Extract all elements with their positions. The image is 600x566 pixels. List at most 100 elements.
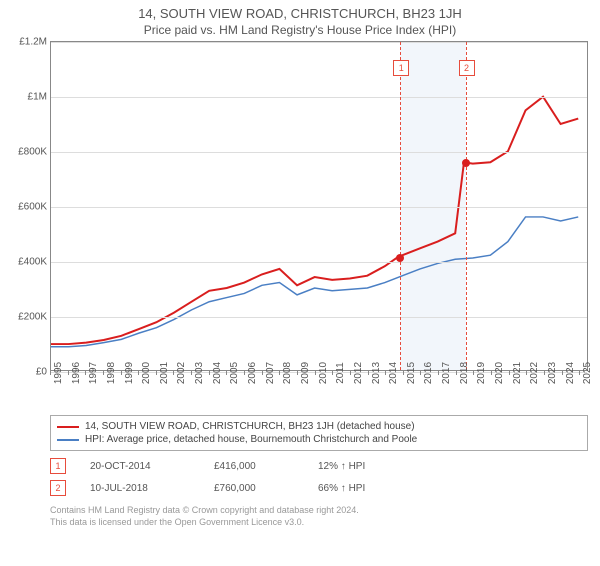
data-point-marker xyxy=(396,254,404,262)
event-pct: 12% ↑ HPI xyxy=(318,461,398,472)
data-point-marker xyxy=(462,159,470,167)
event-vline xyxy=(466,42,467,370)
event-pct: 66% ↑ HPI xyxy=(318,483,398,494)
x-tick xyxy=(191,371,192,375)
x-tick xyxy=(579,371,580,375)
x-axis-label: 2018 xyxy=(459,362,470,384)
x-axis-label: 2012 xyxy=(353,362,364,384)
y-gridline xyxy=(51,207,587,208)
x-tick xyxy=(420,371,421,375)
y-gridline xyxy=(51,42,587,43)
x-axis-label: 1998 xyxy=(106,362,117,384)
chart-subtitle: Price paid vs. HM Land Registry's House … xyxy=(0,23,600,37)
legend-swatch xyxy=(57,439,79,441)
chart-plot-area: £0£200K£400K£600K£800K£1M£1.2M12 xyxy=(50,41,588,371)
x-axis-label: 2009 xyxy=(300,362,311,384)
x-tick xyxy=(68,371,69,375)
x-tick xyxy=(509,371,510,375)
x-tick xyxy=(173,371,174,375)
y-axis-label: £400K xyxy=(18,257,47,268)
x-tick xyxy=(526,371,527,375)
x-tick xyxy=(473,371,474,375)
y-axis-label: £800K xyxy=(18,147,47,158)
x-axis-label: 2014 xyxy=(388,362,399,384)
y-axis-label: £0 xyxy=(36,367,47,378)
x-tick xyxy=(315,371,316,375)
event-price: £760,000 xyxy=(214,483,294,494)
x-tick xyxy=(103,371,104,375)
x-tick xyxy=(226,371,227,375)
chart-title: 14, SOUTH VIEW ROAD, CHRISTCHURCH, BH23 … xyxy=(0,6,600,21)
y-axis-label: £200K xyxy=(18,312,47,323)
legend-item: HPI: Average price, detached house, Bour… xyxy=(57,433,581,446)
x-axis-label: 2003 xyxy=(194,362,205,384)
event-price: £416,000 xyxy=(214,461,294,472)
event-table: 1 20-OCT-2014 £416,000 12% ↑ HPI 2 10-JU… xyxy=(50,455,588,499)
chart-legend: 14, SOUTH VIEW ROAD, CHRISTCHURCH, BH23 … xyxy=(50,415,588,451)
x-axis-label: 1995 xyxy=(53,362,64,384)
chart-lines-svg xyxy=(51,42,587,370)
y-axis-label: £1.2M xyxy=(19,37,47,48)
x-axis-label: 2004 xyxy=(212,362,223,384)
event-marker-icon: 1 xyxy=(50,458,66,474)
x-axis-label: 2024 xyxy=(565,362,576,384)
x-axis-label: 1999 xyxy=(124,362,135,384)
x-axis-label: 2010 xyxy=(318,362,329,384)
event-marker-box: 2 xyxy=(459,60,475,76)
x-tick xyxy=(209,371,210,375)
x-tick xyxy=(297,371,298,375)
x-axis-label: 2019 xyxy=(476,362,487,384)
y-gridline xyxy=(51,97,587,98)
footer-line: This data is licensed under the Open Gov… xyxy=(50,517,588,529)
x-axis-label: 1997 xyxy=(88,362,99,384)
x-axis-label: 2008 xyxy=(282,362,293,384)
x-tick xyxy=(456,371,457,375)
y-gridline xyxy=(51,317,587,318)
x-tick xyxy=(491,371,492,375)
x-tick xyxy=(156,371,157,375)
series-line-hpi xyxy=(51,217,578,347)
x-tick xyxy=(244,371,245,375)
legend-label: HPI: Average price, detached house, Bour… xyxy=(85,434,417,445)
x-tick xyxy=(544,371,545,375)
x-axis-label: 2017 xyxy=(441,362,452,384)
y-axis-label: £600K xyxy=(18,202,47,213)
x-axis-label: 2016 xyxy=(423,362,434,384)
x-tick xyxy=(138,371,139,375)
x-axis-label: 2013 xyxy=(371,362,382,384)
footer-attribution: Contains HM Land Registry data © Crown c… xyxy=(50,505,588,528)
x-axis-label: 2002 xyxy=(176,362,187,384)
x-axis-label: 2005 xyxy=(229,362,240,384)
legend-item: 14, SOUTH VIEW ROAD, CHRISTCHURCH, BH23 … xyxy=(57,420,581,433)
x-tick xyxy=(121,371,122,375)
x-tick xyxy=(332,371,333,375)
x-axis-label: 2022 xyxy=(529,362,540,384)
x-axis-label: 2023 xyxy=(547,362,558,384)
x-axis-label: 2006 xyxy=(247,362,258,384)
x-axis-label: 2000 xyxy=(141,362,152,384)
x-axis-label: 2007 xyxy=(265,362,276,384)
footer-line: Contains HM Land Registry data © Crown c… xyxy=(50,505,588,517)
event-marker-box: 1 xyxy=(393,60,409,76)
event-marker-icon: 2 xyxy=(50,480,66,496)
event-row: 1 20-OCT-2014 £416,000 12% ↑ HPI xyxy=(50,455,588,477)
x-axis-label: 2011 xyxy=(335,362,346,384)
legend-swatch xyxy=(57,426,79,428)
y-gridline xyxy=(51,152,587,153)
x-axis-labels: 1995199619971998199920002001200220032004… xyxy=(50,371,588,409)
x-axis-label: 2020 xyxy=(494,362,505,384)
x-tick xyxy=(385,371,386,375)
legend-label: 14, SOUTH VIEW ROAD, CHRISTCHURCH, BH23 … xyxy=(85,421,415,432)
x-axis-label: 1996 xyxy=(71,362,82,384)
event-vline xyxy=(400,42,401,370)
event-date: 20-OCT-2014 xyxy=(90,461,190,472)
x-axis-label: 2001 xyxy=(159,362,170,384)
x-axis-label: 2025 xyxy=(582,362,593,384)
x-tick xyxy=(403,371,404,375)
x-tick xyxy=(85,371,86,375)
x-tick xyxy=(438,371,439,375)
x-tick xyxy=(368,371,369,375)
x-tick xyxy=(350,371,351,375)
x-axis-label: 2015 xyxy=(406,362,417,384)
x-tick xyxy=(279,371,280,375)
